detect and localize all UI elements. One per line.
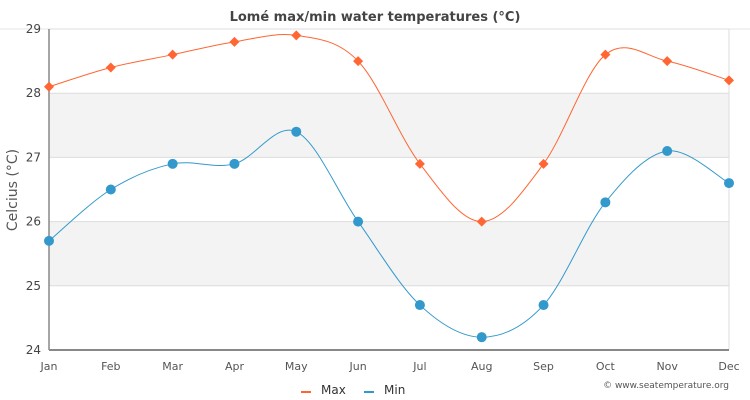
series-min xyxy=(44,126,734,343)
y-tick-label: 28 xyxy=(26,86,41,100)
series-max xyxy=(44,30,734,227)
x-tick-label: Apr xyxy=(225,360,245,373)
data-point-max[interactable] xyxy=(476,216,487,227)
x-tick-label: May xyxy=(285,360,308,373)
data-point-max[interactable] xyxy=(414,158,425,169)
x-tick-label: Jun xyxy=(348,360,366,373)
y-tick-label: 26 xyxy=(26,215,41,229)
data-point-min[interactable] xyxy=(538,300,549,311)
data-point-min[interactable] xyxy=(229,158,240,169)
x-tick-label: Nov xyxy=(656,360,678,373)
x-tick-label: Dec xyxy=(718,360,739,373)
data-point-max[interactable] xyxy=(600,49,611,60)
series-group xyxy=(44,30,734,343)
data-point-min[interactable] xyxy=(600,197,611,208)
data-point-max[interactable] xyxy=(662,56,673,67)
plot-band xyxy=(49,93,729,158)
x-tick-label: Feb xyxy=(101,360,120,373)
axes xyxy=(48,29,729,351)
legend: Max Min xyxy=(301,383,405,397)
data-point-min[interactable] xyxy=(353,216,364,227)
x-tick-label: Mar xyxy=(162,360,183,373)
data-point-max[interactable] xyxy=(291,30,302,41)
x-tick-label: Sep xyxy=(533,360,554,373)
data-point-max[interactable] xyxy=(538,158,549,169)
x-tick-label: Oct xyxy=(596,360,616,373)
y-tick-label: 27 xyxy=(26,150,41,164)
legend-max-label: Max xyxy=(321,383,346,397)
y-tick-label: 25 xyxy=(26,279,41,293)
data-point-max[interactable] xyxy=(167,49,178,60)
data-point-max[interactable] xyxy=(353,56,364,67)
credit-text[interactable]: © www.seatemperature.org xyxy=(603,381,729,391)
chart-title: Lomé max/min water temperatures (°C) xyxy=(230,10,521,25)
data-point-min[interactable] xyxy=(44,235,54,246)
legend-min-label: Min xyxy=(384,383,405,397)
data-point-min[interactable] xyxy=(476,332,487,343)
plot-band xyxy=(49,221,729,286)
x-tick-label: Jul xyxy=(412,360,426,373)
data-point-min[interactable] xyxy=(105,184,116,195)
data-point-min[interactable] xyxy=(662,145,673,156)
y-axis-label: Celcius (°C) xyxy=(5,149,21,231)
x-tick-labels: Jan Feb Mar Apr May Jun Jul Aug Sep Oct Nov Dec xyxy=(40,360,740,373)
data-point-max[interactable] xyxy=(105,62,116,73)
data-point-min[interactable] xyxy=(291,126,302,137)
legend-item-max[interactable]: Max xyxy=(301,383,346,397)
y-tick-labels: 24 25 26 27 28 29 xyxy=(26,22,41,357)
y-tick-label: 24 xyxy=(26,343,41,357)
data-point-max[interactable] xyxy=(724,75,734,86)
x-tick-label: Aug xyxy=(471,360,492,373)
gridlines xyxy=(49,28,730,350)
data-point-max[interactable] xyxy=(44,81,54,92)
data-point-min[interactable] xyxy=(167,158,178,169)
data-point-min[interactable] xyxy=(724,178,734,189)
y-tick-label: 29 xyxy=(26,22,41,36)
data-point-max[interactable] xyxy=(229,36,240,47)
plot-bands xyxy=(49,93,729,286)
legend-item-min[interactable]: Min xyxy=(364,383,405,397)
data-point-min[interactable] xyxy=(414,300,425,311)
x-tick-label: Jan xyxy=(40,360,58,373)
